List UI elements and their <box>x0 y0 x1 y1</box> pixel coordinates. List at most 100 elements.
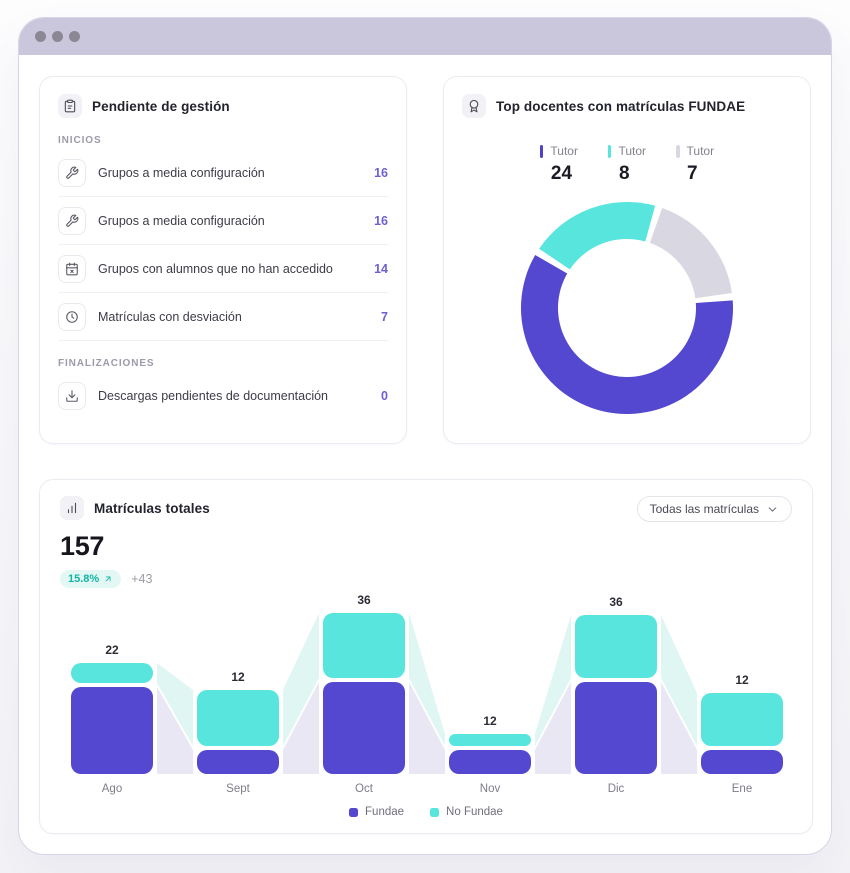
legend-value: 8 <box>618 163 630 184</box>
flow-ribbon <box>283 682 319 774</box>
bar-segment <box>575 682 657 774</box>
flow-ribbon <box>661 615 697 746</box>
delta-value: +43 <box>131 572 153 586</box>
list-item-value: 0 <box>381 388 388 403</box>
bar-value-label: 36 <box>609 595 623 609</box>
list-item-value: 16 <box>374 165 388 180</box>
flow-ribbon <box>283 613 319 746</box>
list-item[interactable]: Grupos a media configuración 16 <box>58 149 388 197</box>
medal-icon <box>462 94 486 118</box>
filter-dropdown-label: Todas las matrículas <box>649 502 759 516</box>
pending-card: Pendiente de gestión INICIOS Grupos a med… <box>39 76 407 444</box>
donut-legend-item: Tutor 7 <box>676 144 714 185</box>
window-control-dot[interactable] <box>52 31 63 42</box>
calendar-x-icon <box>58 254 86 283</box>
section-label: FINALIZACIONES <box>58 358 155 369</box>
x-axis-label: Ene <box>732 783 752 795</box>
list-item-label: Grupos a media configuración <box>98 165 265 180</box>
x-axis-label: Oct <box>355 783 374 795</box>
card-title: Matrículas totales <box>94 500 210 516</box>
bar-segment <box>197 690 279 746</box>
flow-ribbon <box>535 615 571 746</box>
list-item-label: Grupos a media configuración <box>98 213 265 228</box>
bar-legend-item: Fundae <box>349 806 404 818</box>
list-item-value: 7 <box>381 309 388 324</box>
legend-color-tick <box>607 144 612 158</box>
donut-chart <box>520 202 733 415</box>
window-control-dot[interactable] <box>69 31 80 42</box>
clock-icon <box>58 302 86 331</box>
filter-dropdown[interactable]: Todas las matrículas <box>636 496 792 522</box>
list-item-value: 14 <box>374 261 388 276</box>
pending-list: INICIOS Grupos a media configuración 16 Gru… <box>58 135 388 419</box>
flow-ribbon <box>409 613 445 746</box>
bar-segment <box>701 693 783 746</box>
clipboard-icon <box>58 94 82 118</box>
list-item[interactable]: Matrículas con desviación 7 <box>58 293 388 341</box>
list-item-value: 16 <box>374 213 388 228</box>
list-item[interactable]: Descargas pendientes de documentación 0 <box>58 372 388 419</box>
wrench-icon <box>58 206 86 235</box>
bar-legend-item: No Fundae <box>430 806 503 818</box>
top-docentes-card: Top docentes con matrículas FUNDAE Tutor… <box>443 76 811 444</box>
bar-segment <box>323 613 405 678</box>
bar-segment <box>197 750 279 774</box>
bar-segment <box>323 682 405 774</box>
list-item[interactable]: Grupos con alumnos que no han accedido 14 <box>58 245 388 293</box>
bar-chart-icon <box>60 496 84 520</box>
chevron-down-icon <box>766 503 779 516</box>
donut-segment <box>649 208 732 299</box>
wrench-icon <box>58 158 86 187</box>
list-item[interactable]: Grupos a media configuración 16 <box>58 197 388 245</box>
card-title: Top docentes con matrículas FUNDAE <box>496 98 746 114</box>
bar-value-label: 22 <box>105 643 119 657</box>
arrow-up-right-icon <box>103 574 113 584</box>
bar-segment <box>575 615 657 678</box>
matriculas-card: Matrículas totales Todas las matrículas … <box>39 479 813 834</box>
bar-segment <box>449 750 531 774</box>
flow-ribbon <box>661 682 697 774</box>
flow-ribbon <box>157 663 193 746</box>
legend-color-tick <box>539 144 544 158</box>
legend-value: 7 <box>687 163 698 184</box>
x-axis-label: Dic <box>608 783 625 795</box>
legend-color-swatch <box>430 807 440 817</box>
donut-legend-item: Tutor 8 <box>607 144 647 185</box>
total-value: 157 <box>60 531 105 561</box>
bar-chart-legend: Fundae No Fundae <box>60 806 792 818</box>
x-axis-label: Sept <box>226 783 250 795</box>
donut-legend-item: Tutor 24 <box>539 144 578 185</box>
bar-value-label: 36 <box>357 594 371 607</box>
donut-segment <box>539 202 656 270</box>
legend-label: Fundae <box>365 806 405 818</box>
window-control-dot[interactable] <box>35 31 46 42</box>
card-title: Pendiente de gestión <box>92 98 230 114</box>
legend-label: Tutor <box>686 144 715 158</box>
flow-ribbon <box>157 687 193 774</box>
app-window: Pendiente de gestión INICIOS Grupos a med… <box>18 17 832 855</box>
trend-badge: 15.8% <box>60 570 122 588</box>
legend-color-swatch <box>349 807 359 817</box>
list-item-label: Descargas pendientes de documentación <box>98 388 329 403</box>
x-axis-label: Nov <box>480 783 501 795</box>
legend-value: 24 <box>550 163 573 184</box>
flow-ribbon <box>535 682 571 774</box>
bar-segment <box>71 663 153 683</box>
bar-value-label: 12 <box>483 714 497 728</box>
legend-label: Tutor <box>618 144 647 158</box>
bar-segment <box>449 734 531 746</box>
bar-segment <box>701 750 783 774</box>
donut-legend: Tutor 24 Tutor 8 Tutor 7 <box>462 144 792 185</box>
bar-segment <box>71 687 153 774</box>
bar-chart: 22 Ago 12 Sept 36 Oct 12 Nov 36 Dic 12 Ene <box>71 593 783 795</box>
flow-ribbon <box>409 682 445 774</box>
donut-segment <box>520 255 733 415</box>
section-label: INICIOS <box>58 135 102 146</box>
x-axis-label: Ago <box>102 783 122 795</box>
list-item-label: Matrículas con desviación <box>98 309 242 324</box>
legend-label: Tutor <box>550 144 578 158</box>
legend-color-tick <box>676 144 680 158</box>
trend-badge-value: 15.8% <box>68 573 100 585</box>
pending-section: INICIOS Grupos a media configuración 16 Gru… <box>58 135 388 341</box>
legend-label: No Fundae <box>446 806 503 818</box>
